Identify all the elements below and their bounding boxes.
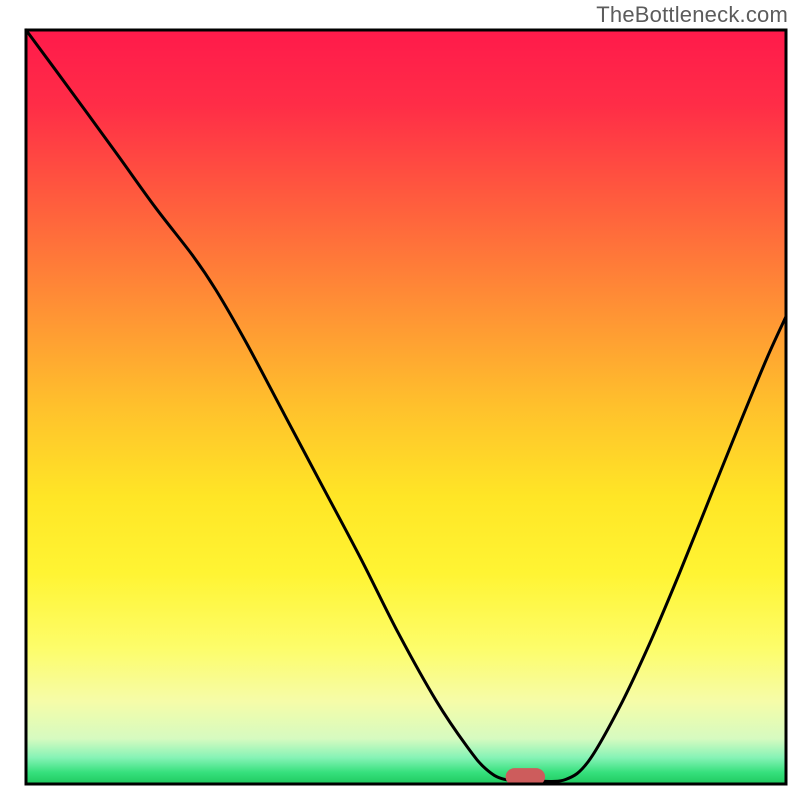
- chart-svg: [0, 0, 800, 800]
- watermark-text: TheBottleneck.com: [596, 2, 788, 28]
- plot-background: [26, 30, 786, 784]
- chart-container: TheBottleneck.com: [0, 0, 800, 800]
